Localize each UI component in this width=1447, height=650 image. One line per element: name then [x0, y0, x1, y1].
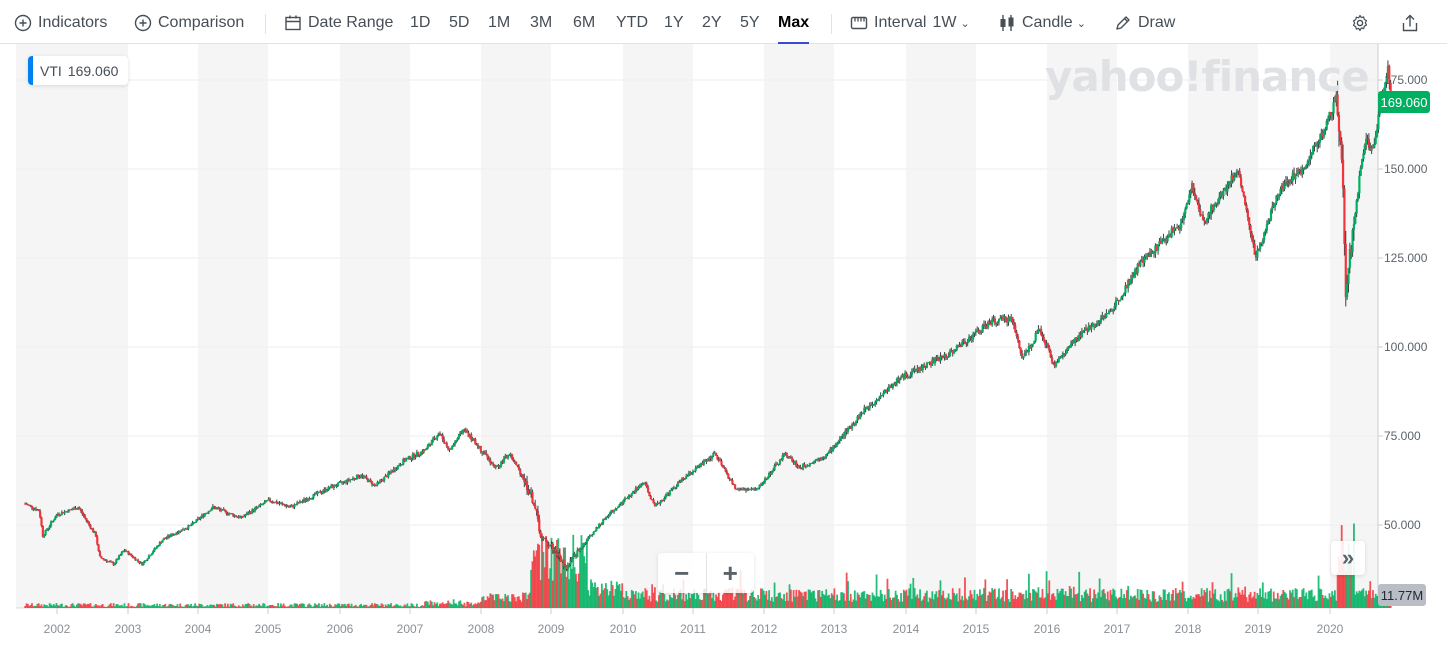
- chart-toolbar: Indicators Comparison Date Range 1D 5D 1…: [0, 0, 1447, 45]
- ruler-icon: [850, 14, 868, 32]
- y-axis-label: 75.000: [1384, 429, 1421, 443]
- toolbar-divider: [265, 14, 266, 34]
- calendar-icon: [284, 14, 302, 32]
- y-axis-label: 100.000: [1384, 340, 1428, 354]
- year-band: [16, 44, 128, 608]
- legend-value: 169.060: [67, 62, 119, 79]
- x-axis-label: 2018: [1175, 622, 1202, 636]
- range-1m[interactable]: 1M: [488, 14, 511, 31]
- y-axis-label: 150.000: [1384, 162, 1428, 176]
- candlestick-icon: [998, 14, 1016, 32]
- interval-dropdown[interactable]: Interval 1W ⌄: [850, 12, 970, 34]
- zoom-in-button[interactable]: +: [705, 553, 755, 593]
- range-6m[interactable]: 6M: [573, 14, 596, 31]
- indicators-label: Indicators: [38, 14, 108, 31]
- share-icon: [1401, 14, 1419, 32]
- jump-to-latest-button[interactable]: »: [1331, 541, 1365, 575]
- x-axis-label: 2004: [185, 622, 212, 636]
- x-axis-label: 2002: [44, 622, 71, 636]
- x-axis-label: 2013: [821, 622, 848, 636]
- x-axis-label: 2008: [468, 622, 495, 636]
- x-axis-label: 2017: [1104, 622, 1131, 636]
- range-2y[interactable]: 2Y: [702, 14, 722, 31]
- year-band: [623, 44, 693, 608]
- current-volume-tag: 11.77M: [1378, 584, 1426, 606]
- range-3m[interactable]: 3M: [530, 14, 553, 31]
- x-axis-label: 2003: [115, 622, 142, 636]
- x-axis-label: 2014: [893, 622, 920, 636]
- yahoo-finance-watermark: yahoo!finance: [1045, 52, 1370, 101]
- year-band: [198, 44, 268, 608]
- year-band: [1188, 44, 1258, 608]
- price-chart[interactable]: 175.000 150.000 125.000 100.000 75.000 50.000…: [0, 44, 1447, 650]
- toolbar-divider: [831, 14, 832, 34]
- plus-circle-icon: [134, 14, 152, 32]
- settings-button[interactable]: [1351, 12, 1375, 34]
- volume-bars: [24, 523, 1392, 608]
- date-range-button[interactable]: Date Range: [284, 12, 393, 34]
- y-axis-label: 125.000: [1384, 251, 1428, 265]
- date-range-label: Date Range: [308, 14, 394, 31]
- x-axis-label: 2007: [397, 622, 424, 636]
- x-axis-label: 2020: [1317, 622, 1344, 636]
- share-button[interactable]: [1401, 12, 1425, 34]
- comparison-label: Comparison: [158, 14, 245, 31]
- pencil-icon: [1114, 14, 1132, 32]
- range-5d[interactable]: 5D: [449, 14, 470, 31]
- y-axis-label: 175.000: [1384, 73, 1428, 87]
- legend-color-swatch: [28, 56, 33, 85]
- range-1d[interactable]: 1D: [410, 14, 431, 31]
- comparison-button[interactable]: Comparison: [134, 12, 244, 34]
- gear-icon: [1351, 14, 1369, 32]
- zoom-controls: − +: [658, 553, 754, 593]
- year-band: [1047, 44, 1117, 608]
- draw-button[interactable]: Draw: [1114, 12, 1175, 34]
- plus-circle-icon: [14, 14, 32, 32]
- chevron-down-icon: ⌄: [1076, 17, 1086, 30]
- range-ytd[interactable]: YTD: [616, 14, 648, 31]
- range-5y[interactable]: 5Y: [740, 14, 760, 31]
- indicators-button[interactable]: Indicators: [14, 12, 107, 34]
- candles: [24, 60, 1392, 572]
- x-axis-label: 2019: [1245, 622, 1272, 636]
- symbol-legend[interactable]: VTI 169.060: [28, 56, 129, 85]
- x-axis-label: 2010: [610, 622, 637, 636]
- chart-type-dropdown[interactable]: Candle ⌄: [998, 12, 1086, 34]
- year-band: [1330, 44, 1378, 608]
- x-axis-label: 2009: [538, 622, 565, 636]
- zoom-out-button[interactable]: −: [674, 557, 690, 588]
- x-axis-label: 2015: [963, 622, 990, 636]
- x-axis-label: 2006: [327, 622, 354, 636]
- year-band: [764, 44, 834, 608]
- current-price-tag: 169.060: [1378, 91, 1430, 113]
- interval-value: 1W: [932, 14, 957, 31]
- year-band: [481, 44, 551, 608]
- range-1y[interactable]: 1Y: [664, 14, 684, 31]
- year-band: [906, 44, 976, 608]
- interval-label: Interval: [874, 14, 927, 31]
- chart-type-label: Candle: [1022, 14, 1073, 31]
- x-axis-label: 2011: [680, 622, 706, 636]
- draw-label: Draw: [1138, 14, 1176, 31]
- x-axis-label: 2016: [1034, 622, 1061, 636]
- y-axis-label: 50.000: [1384, 518, 1421, 532]
- range-max[interactable]: Max: [778, 12, 810, 45]
- year-band: [340, 44, 410, 608]
- legend-symbol: VTI: [40, 62, 62, 79]
- chevron-down-icon: ⌄: [960, 17, 970, 30]
- x-axis-label: 2005: [255, 622, 282, 636]
- x-axis-label: 2012: [751, 622, 778, 636]
